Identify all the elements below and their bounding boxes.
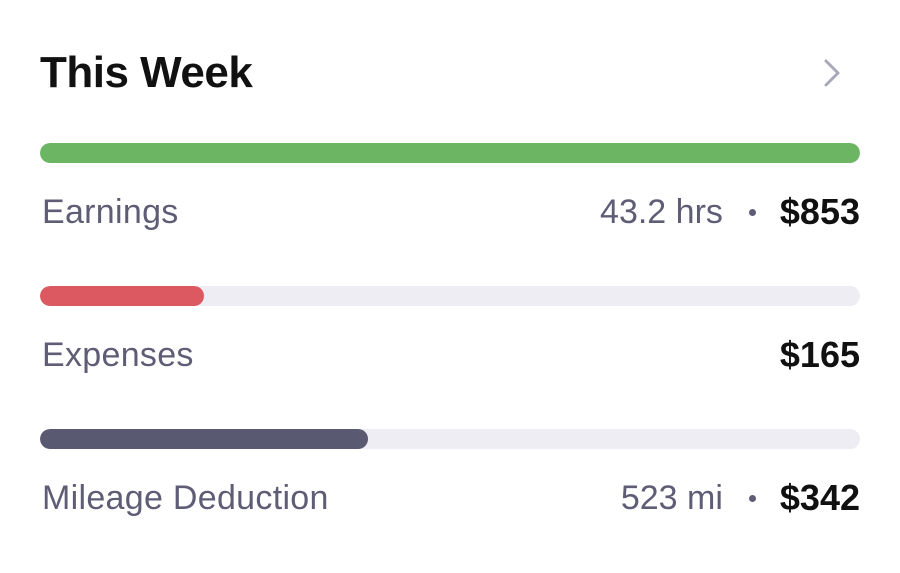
expenses-label: Expenses bbox=[42, 336, 194, 374]
expenses-progress-track bbox=[40, 286, 860, 306]
earnings-amount: $853 bbox=[779, 191, 860, 232]
separator-dot bbox=[748, 208, 756, 216]
earnings-progress-fill bbox=[40, 143, 860, 163]
earnings-label: Earnings bbox=[42, 193, 179, 231]
expenses-amount: $165 bbox=[779, 334, 860, 375]
earnings-progress-track bbox=[40, 143, 860, 163]
card-header[interactable]: This Week bbox=[40, 44, 860, 104]
expenses-values: $165 bbox=[780, 334, 860, 376]
expenses-progress-fill bbox=[40, 286, 204, 306]
earnings-hours: 43.2 hrs bbox=[600, 192, 723, 231]
mileage-amount: $342 bbox=[779, 477, 860, 518]
mileage-distance: 523 mi bbox=[620, 478, 723, 517]
chevron-right-icon[interactable] bbox=[820, 58, 844, 88]
mileage-label: Mileage Deduction bbox=[42, 479, 329, 517]
mileage-progress-fill bbox=[40, 429, 368, 449]
mileage-progress-track bbox=[40, 429, 860, 449]
mileage-values: 523 mi $342 bbox=[621, 477, 860, 519]
card-title: This Week bbox=[40, 48, 253, 97]
earnings-values: 43.2 hrs $853 bbox=[600, 191, 860, 233]
separator-dot bbox=[748, 494, 756, 502]
